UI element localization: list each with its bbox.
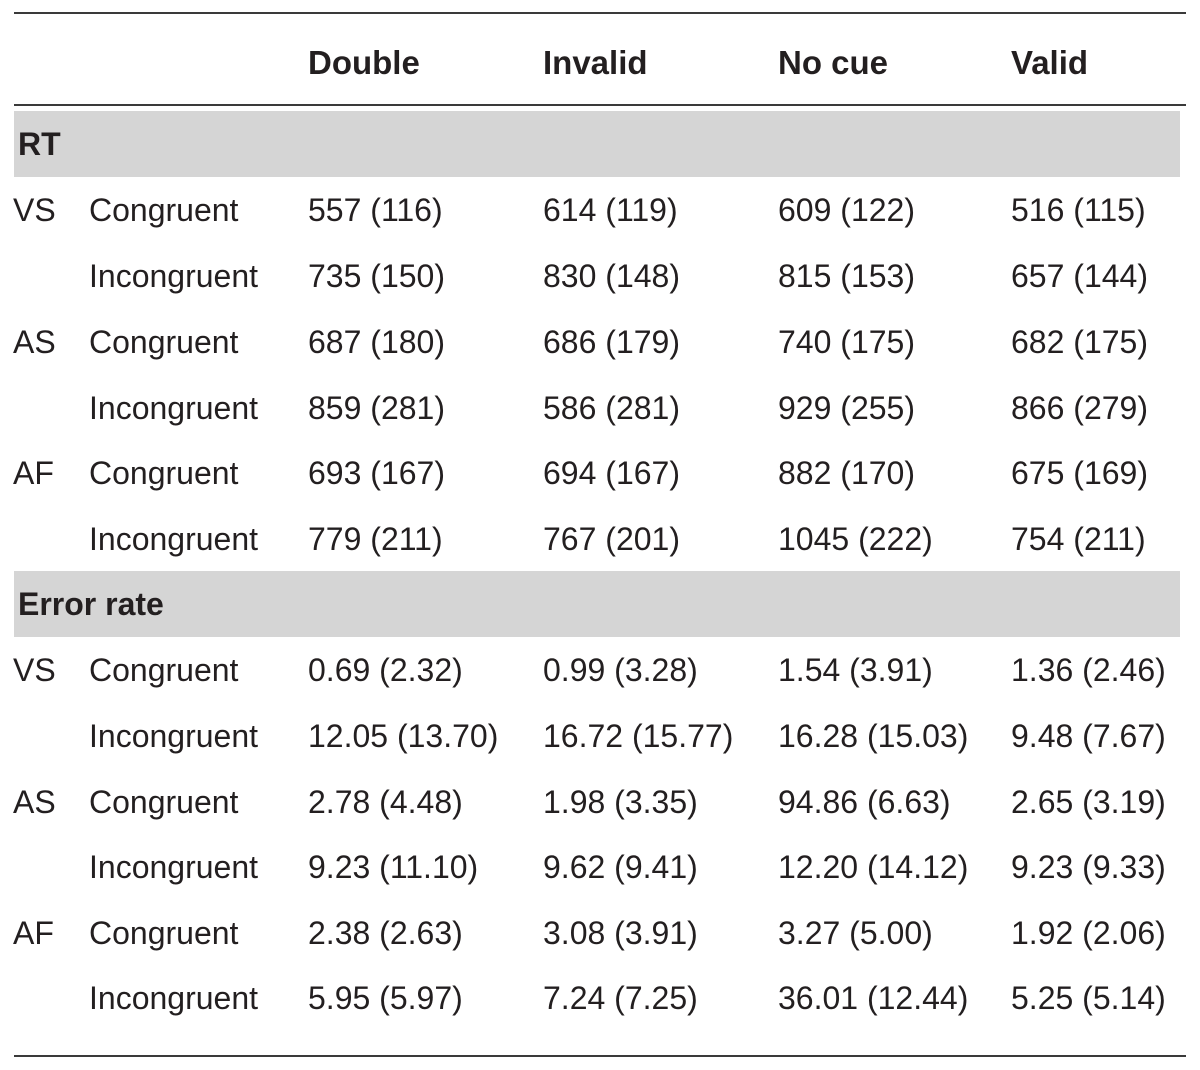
value-valid: 675 (169) xyxy=(1011,455,1148,491)
column-header-valid: Valid xyxy=(1011,44,1089,81)
value-double: 693 (167) xyxy=(308,455,445,491)
value-invalid: 7.24 (7.25) xyxy=(543,980,698,1016)
column-header-invalid: Invalid xyxy=(543,44,648,81)
value-invalid: 694 (167) xyxy=(543,455,680,491)
group-label: VS xyxy=(13,192,56,228)
condition-label: Incongruent xyxy=(89,390,259,426)
condition-label: Congruent xyxy=(89,324,239,360)
value-double: 859 (281) xyxy=(308,390,445,426)
value-invalid: 586 (281) xyxy=(543,390,680,426)
value-invalid: 3.08 (3.91) xyxy=(543,915,698,951)
value-valid: 657 (144) xyxy=(1011,258,1148,294)
value-double: 9.23 (11.10) xyxy=(308,849,479,885)
condition-label: Incongruent xyxy=(89,521,259,557)
condition-label: Congruent xyxy=(89,455,239,491)
value-double: 557 (116) xyxy=(308,192,443,228)
value-double: 0.69 (2.32) xyxy=(308,652,463,688)
section-header-error-rate: Error rate xyxy=(14,571,1180,637)
value-invalid: 1.98 (3.35) xyxy=(543,784,698,820)
condition-label: Congruent xyxy=(89,784,239,820)
value-double: 5.95 (5.97) xyxy=(308,980,463,1016)
group-label: AS xyxy=(13,784,56,820)
group-label: AF xyxy=(13,915,54,951)
value-no-cue: 929 (255) xyxy=(778,390,915,426)
value-valid: 9.48 (7.67) xyxy=(1011,718,1166,754)
value-double: 735 (150) xyxy=(308,258,445,294)
value-invalid: 686 (179) xyxy=(543,324,680,360)
value-no-cue: 94.86 (6.63) xyxy=(778,784,951,820)
value-invalid: 16.72 (15.77) xyxy=(543,718,734,754)
value-no-cue: 3.27 (5.00) xyxy=(778,915,933,951)
condition-label: Incongruent xyxy=(89,849,259,885)
value-invalid: 0.99 (3.28) xyxy=(543,652,698,688)
group-label: AF xyxy=(13,455,54,491)
value-valid: 866 (279) xyxy=(1011,390,1148,426)
value-double: 12.05 (13.70) xyxy=(308,718,499,754)
section-header-rt: RT xyxy=(14,111,1180,177)
column-header-no-cue: No cue xyxy=(778,44,889,81)
value-double: 2.78 (4.48) xyxy=(308,784,463,820)
value-no-cue: 12.20 (14.12) xyxy=(778,849,969,885)
value-invalid: 614 (119) xyxy=(543,192,678,228)
value-no-cue: 609 (122) xyxy=(778,192,915,228)
value-no-cue: 1045 (222) xyxy=(778,521,933,557)
value-no-cue: 16.28 (15.03) xyxy=(778,718,969,754)
condition-label: Congruent xyxy=(89,192,239,228)
condition-label: Congruent xyxy=(89,915,239,951)
value-valid: 5.25 (5.14) xyxy=(1011,980,1166,1016)
group-label: VS xyxy=(13,652,56,688)
value-valid: 682 (175) xyxy=(1011,324,1148,360)
table-bottom-rule xyxy=(14,1055,1186,1057)
value-no-cue: 36.01 (12.44) xyxy=(778,980,969,1016)
condition-label: Incongruent xyxy=(89,258,259,294)
value-valid: 1.92 (2.06) xyxy=(1011,915,1166,951)
value-double: 779 (211) xyxy=(308,521,443,557)
value-double: 2.38 (2.63) xyxy=(308,915,463,951)
section-title: Error rate xyxy=(18,586,164,622)
value-valid: 2.65 (3.19) xyxy=(1011,784,1166,820)
value-no-cue: 815 (153) xyxy=(778,258,915,294)
value-valid: 516 (115) xyxy=(1011,192,1146,228)
column-header-double: Double xyxy=(308,44,420,81)
value-invalid: 767 (201) xyxy=(543,521,680,557)
condition-label: Congruent xyxy=(89,652,239,688)
value-valid: 1.36 (2.46) xyxy=(1011,652,1166,688)
value-valid: 9.23 (9.33) xyxy=(1011,849,1166,885)
condition-label: Incongruent xyxy=(89,718,259,754)
value-valid: 754 (211) xyxy=(1011,521,1146,557)
value-no-cue: 1.54 (3.91) xyxy=(778,652,933,688)
value-invalid: 9.62 (9.41) xyxy=(543,849,698,885)
section-title: RT xyxy=(18,126,61,162)
value-no-cue: 882 (170) xyxy=(778,455,915,491)
group-label: AS xyxy=(13,324,56,360)
table-top-rule xyxy=(14,12,1186,14)
condition-label: Incongruent xyxy=(89,980,259,1016)
table-header-rule xyxy=(14,104,1186,106)
value-invalid: 830 (148) xyxy=(543,258,680,294)
value-double: 687 (180) xyxy=(308,324,445,360)
value-no-cue: 740 (175) xyxy=(778,324,915,360)
